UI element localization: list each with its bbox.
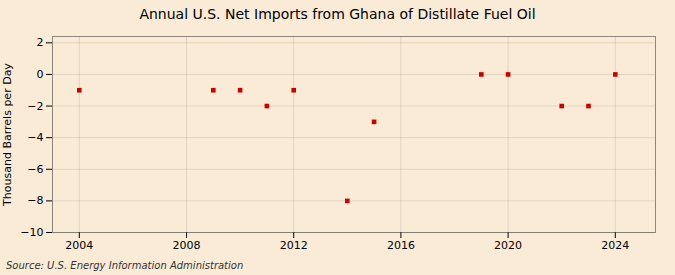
svg-text:2024: 2024	[601, 239, 629, 252]
html-text:Annual U.S. Net Imports from G: Annual U.S. Net Imports from Ghana of Di…	[139, 6, 536, 22]
svg-text:2004: 2004	[65, 239, 93, 252]
svg-text:−6: −6	[27, 163, 43, 176]
svg-text:0: 0	[37, 68, 44, 81]
svg-text:−4: −4	[27, 131, 43, 144]
svg-text:2: 2	[37, 36, 44, 49]
svg-text:2008: 2008	[173, 239, 201, 252]
svg-text:−10: −10	[20, 226, 43, 239]
svg-text:Thousand Barrels per Day: Thousand Barrels per Day	[1, 63, 14, 207]
svg-text:−8: −8	[27, 194, 43, 207]
svg-text:2016: 2016	[387, 239, 415, 252]
svg-text:2020: 2020	[494, 239, 522, 252]
svg-text:−2: −2	[27, 100, 43, 113]
svg-text:2012: 2012	[280, 239, 308, 252]
html-text:Source: U.S. Energy Informatio: Source: U.S. Energy Information Administ…	[6, 260, 244, 271]
